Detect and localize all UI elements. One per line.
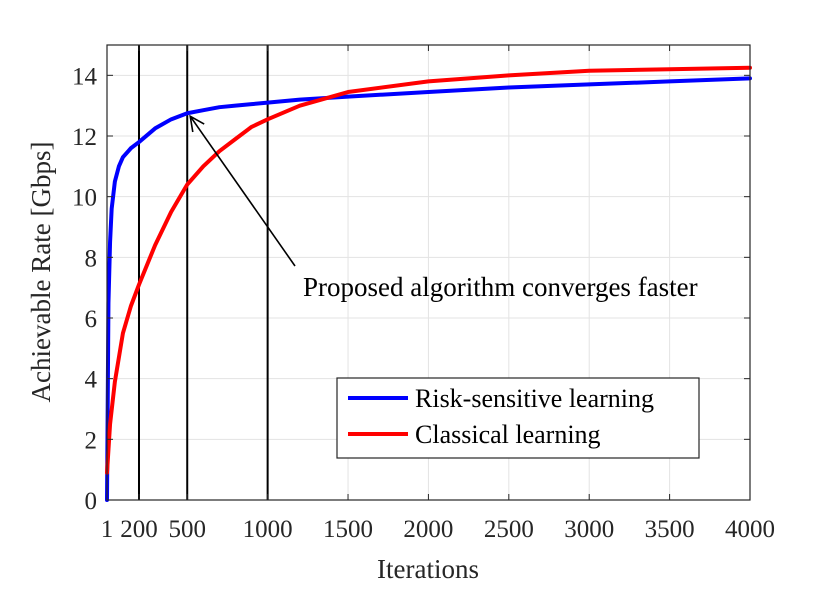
y-tick-label: 6 <box>85 306 98 333</box>
y-tick-label: 2 <box>85 427 98 454</box>
legend-label-classical: Classical learning <box>415 420 601 449</box>
y-tick-label: 14 <box>72 63 98 90</box>
y-axis-label: Achievable Rate [Gbps] <box>26 142 56 403</box>
x-tick-label: 1000 <box>243 516 293 543</box>
series-line-risk-sensitive <box>105 76 752 502</box>
y-tick-label: 0 <box>85 488 98 515</box>
axis-ticks <box>106 45 751 501</box>
x-tick-label: 1500 <box>323 516 373 543</box>
x-axis-label: Iterations <box>377 554 479 584</box>
y-tick-labels: 0 2 4 6 8 10 12 14 <box>72 63 98 515</box>
y-tick-label: 8 <box>85 245 98 272</box>
annotation-arrow-head <box>189 114 205 133</box>
annotation-text: Proposed algorithm converges faster <box>303 272 698 302</box>
x-tick-label: 200 <box>120 516 158 543</box>
y-tick-label: 12 <box>72 124 97 151</box>
x-tick-label: 500 <box>168 516 206 543</box>
series-lines <box>105 65 752 502</box>
x-tick-label: 1 <box>101 516 114 543</box>
x-tick-label: 2500 <box>484 516 534 543</box>
x-tick-label: 4000 <box>725 516 775 543</box>
legend-label-risk-sensitive: Risk-sensitive learning <box>415 384 654 413</box>
annotation-arrow-shaft <box>189 115 296 267</box>
legend: Risk-sensitive learning Classical learni… <box>336 377 700 459</box>
series-line-classical <box>105 65 752 475</box>
y-tick-label: 4 <box>85 367 98 394</box>
x-tick-label: 3000 <box>564 516 614 543</box>
y-tick-label: 10 <box>72 185 97 212</box>
x-tick-labels: 1 200 500 1000 1500 2000 2500 3000 3500 4000 <box>101 516 775 543</box>
annotation: Proposed algorithm converges faster <box>189 114 698 302</box>
x-tick-label: 2000 <box>403 516 453 543</box>
x-tick-label: 3500 <box>645 516 695 543</box>
legend-box <box>336 377 700 459</box>
